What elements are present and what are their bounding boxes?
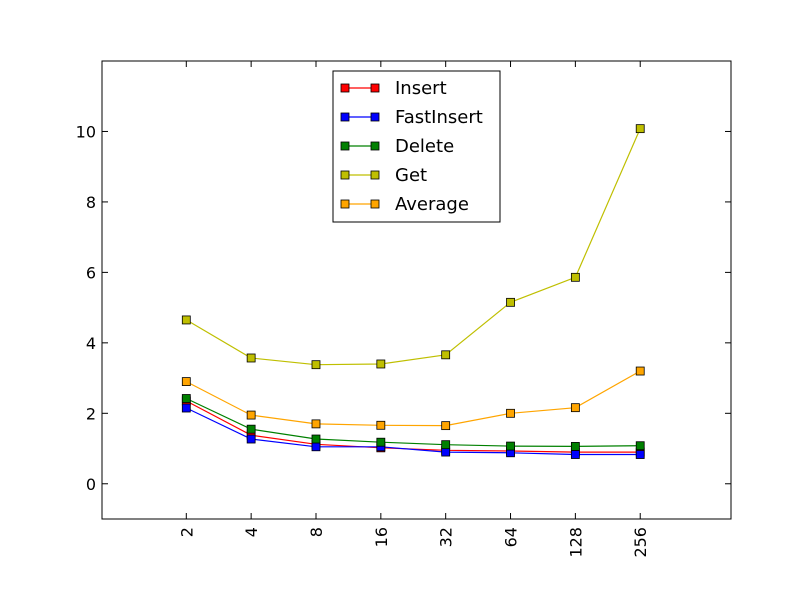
x-tick-label: 8 xyxy=(307,527,326,537)
data-point xyxy=(570,442,580,451)
legend-label: Delete xyxy=(395,136,454,157)
x-tick-label: 32 xyxy=(437,527,456,547)
data-point xyxy=(570,272,580,282)
legend-label: Get xyxy=(395,165,427,186)
series-line xyxy=(186,370,641,427)
data-point xyxy=(246,353,256,363)
data-point xyxy=(441,440,451,450)
legend: Insert FastInsert Delete Get Average xyxy=(332,70,501,223)
data-point xyxy=(376,437,386,447)
data-point xyxy=(506,297,515,307)
data-point xyxy=(311,434,321,444)
data-point xyxy=(441,421,451,431)
y-tick-label: 2 xyxy=(86,404,96,423)
series-line xyxy=(186,397,641,448)
series-layer xyxy=(181,124,645,459)
x-tick-label: 4 xyxy=(242,527,261,537)
legend-item: Average xyxy=(340,194,469,215)
x-tick-label: 2 xyxy=(177,527,196,537)
legend-label: Average xyxy=(395,194,469,215)
legend-item: Insert xyxy=(340,78,447,99)
data-point xyxy=(506,441,515,451)
data-point xyxy=(635,124,645,134)
legend-label: FastInsert xyxy=(395,107,483,128)
x-tick-label: 256 xyxy=(631,527,650,558)
data-point xyxy=(570,450,580,459)
series-line xyxy=(186,407,641,456)
data-point xyxy=(311,442,321,452)
y-tick-label: 6 xyxy=(86,263,96,282)
legend-label: Insert xyxy=(395,78,447,99)
data-point xyxy=(635,366,645,376)
data-point xyxy=(246,434,256,444)
legend-marker xyxy=(340,112,350,122)
legend-item: Delete xyxy=(340,136,454,157)
y-tick-label: 10 xyxy=(76,122,96,141)
data-point xyxy=(181,377,191,387)
legend-marker xyxy=(370,83,380,93)
legend-marker xyxy=(340,141,350,151)
legend-marker xyxy=(370,199,380,209)
data-point xyxy=(311,360,321,370)
y-tick-label: 8 xyxy=(86,193,96,212)
legend-item: Get xyxy=(340,165,427,186)
data-point xyxy=(441,350,451,360)
data-point xyxy=(181,403,191,413)
x-tick-label: 64 xyxy=(502,527,521,547)
x-tick-label: 128 xyxy=(566,527,585,558)
legend-marker xyxy=(340,83,350,93)
series-line xyxy=(185,128,641,366)
data-point xyxy=(635,450,645,459)
data-point xyxy=(570,403,580,413)
series-delete xyxy=(181,394,645,451)
data-point xyxy=(181,394,191,403)
legend-marker xyxy=(370,112,380,122)
plot-frame xyxy=(101,60,732,520)
y-tick-label: 4 xyxy=(86,334,96,353)
data-point xyxy=(506,408,515,418)
legend-marker xyxy=(370,170,380,180)
legend-item: FastInsert xyxy=(340,107,483,128)
legend-marker xyxy=(340,170,350,180)
data-point xyxy=(181,315,191,325)
axes-layer: 0 2 4 6 8 10 2 4 8 16 32 64 128 256 xyxy=(76,61,731,558)
data-point xyxy=(311,419,321,429)
data-point xyxy=(246,410,256,420)
legend-marker xyxy=(340,199,350,209)
series-average xyxy=(181,366,645,431)
data-point xyxy=(376,359,386,369)
data-point xyxy=(246,424,256,434)
y-tick-label: 0 xyxy=(86,475,96,494)
data-point xyxy=(376,420,386,430)
data-point xyxy=(635,441,645,451)
series-get xyxy=(181,124,645,370)
legend-marker xyxy=(370,141,380,151)
data-point xyxy=(441,447,451,457)
x-tick-label: 16 xyxy=(372,527,391,547)
